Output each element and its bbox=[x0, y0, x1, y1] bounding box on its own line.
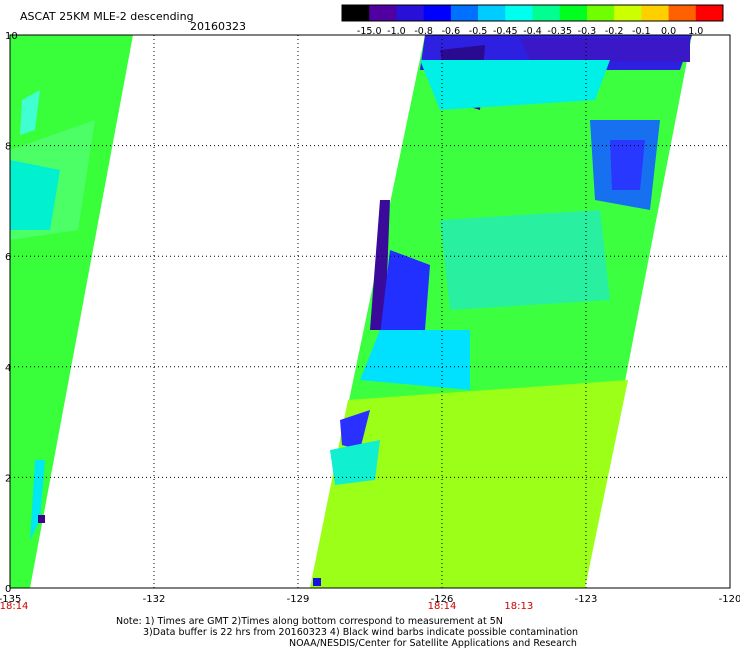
colorbar-swatch bbox=[505, 5, 533, 21]
product-date: 20160323 bbox=[190, 20, 246, 33]
pass-time-label: 18:14 bbox=[428, 601, 457, 612]
lon-tick-label: -135 bbox=[0, 594, 21, 605]
colorbar-label: -0.1 bbox=[632, 26, 651, 37]
lon-tick-label: -120 bbox=[719, 594, 740, 605]
colorbar-swatch bbox=[342, 5, 370, 21]
colorbar-label: -0.6 bbox=[442, 26, 461, 37]
pass-time-label: 18:13 bbox=[504, 601, 533, 612]
lat-tick-label: 8 bbox=[5, 142, 11, 153]
lat-tick-label: 2 bbox=[5, 473, 11, 484]
lon-tick-label: -126 bbox=[431, 594, 454, 605]
colorbar-label: -0.8 bbox=[414, 26, 433, 37]
colorbar-swatch bbox=[641, 5, 670, 21]
colorbar: -15.0 -1.0 -0.8 -0.6 -0.5 -0.45 -0.4 -0.35 -0.3-… bbox=[341, 4, 724, 37]
colorbar-swatch bbox=[586, 5, 615, 21]
colorbar-swatch bbox=[559, 5, 588, 21]
colorbar-label: -0.35 bbox=[547, 26, 572, 37]
note-line-3: NOAA/NESDIS/Center for Satellite Applica… bbox=[289, 638, 577, 649]
plot-frame: -135 -132 -129 -126 -123 -120 0 2 4 6 8 10 18:14 18… bbox=[0, 31, 740, 612]
lat-tick-label: 0 bbox=[5, 584, 11, 595]
swath-data bbox=[10, 35, 692, 588]
lon-tick-label: -123 bbox=[575, 594, 598, 605]
colorbar-label: 1.0 bbox=[688, 26, 703, 37]
colorbar-swatch bbox=[396, 5, 425, 21]
colorbar-label: -0.45 bbox=[493, 26, 518, 37]
colorbar-label: -0.5 bbox=[469, 26, 488, 37]
colorbar-label: -1.0 bbox=[387, 26, 406, 37]
colorbar-swatch bbox=[478, 5, 506, 21]
colorbar-label: -0.4 bbox=[523, 26, 542, 37]
lon-tick-label: -129 bbox=[287, 594, 310, 605]
right-swath bbox=[310, 35, 692, 588]
note-line-1: Note: 1) Times are GMT 2)Times along bot… bbox=[116, 616, 503, 627]
pass-time-label: 18:14 bbox=[0, 601, 28, 612]
product-title: ASCAT 25KM MLE-2 descending bbox=[20, 10, 194, 23]
colorbar-label: -0.2 bbox=[605, 26, 624, 37]
lat-tick-label: 6 bbox=[5, 252, 11, 263]
note-line-2: 3)Data buffer is 22 hrs from 20160323 4)… bbox=[143, 627, 579, 638]
colorbar-swatch bbox=[450, 5, 479, 21]
colorbar-label: -15.0 bbox=[357, 26, 382, 37]
colorbar-label: 0.0 bbox=[661, 26, 676, 37]
colorbar-swatch bbox=[695, 5, 724, 21]
colorbar-swatch bbox=[532, 5, 561, 21]
lat-tick-label: 10 bbox=[5, 31, 18, 42]
left-swath bbox=[10, 35, 133, 588]
colorbar-label: -0.3 bbox=[578, 26, 597, 37]
colorbar-swatch bbox=[614, 5, 642, 21]
lat-tick-label: 4 bbox=[5, 363, 11, 374]
lon-tick-label: -132 bbox=[143, 594, 166, 605]
colorbar-swatch bbox=[423, 5, 452, 21]
colorbar-swatch bbox=[668, 5, 697, 21]
colorbar-swatch bbox=[369, 5, 397, 21]
